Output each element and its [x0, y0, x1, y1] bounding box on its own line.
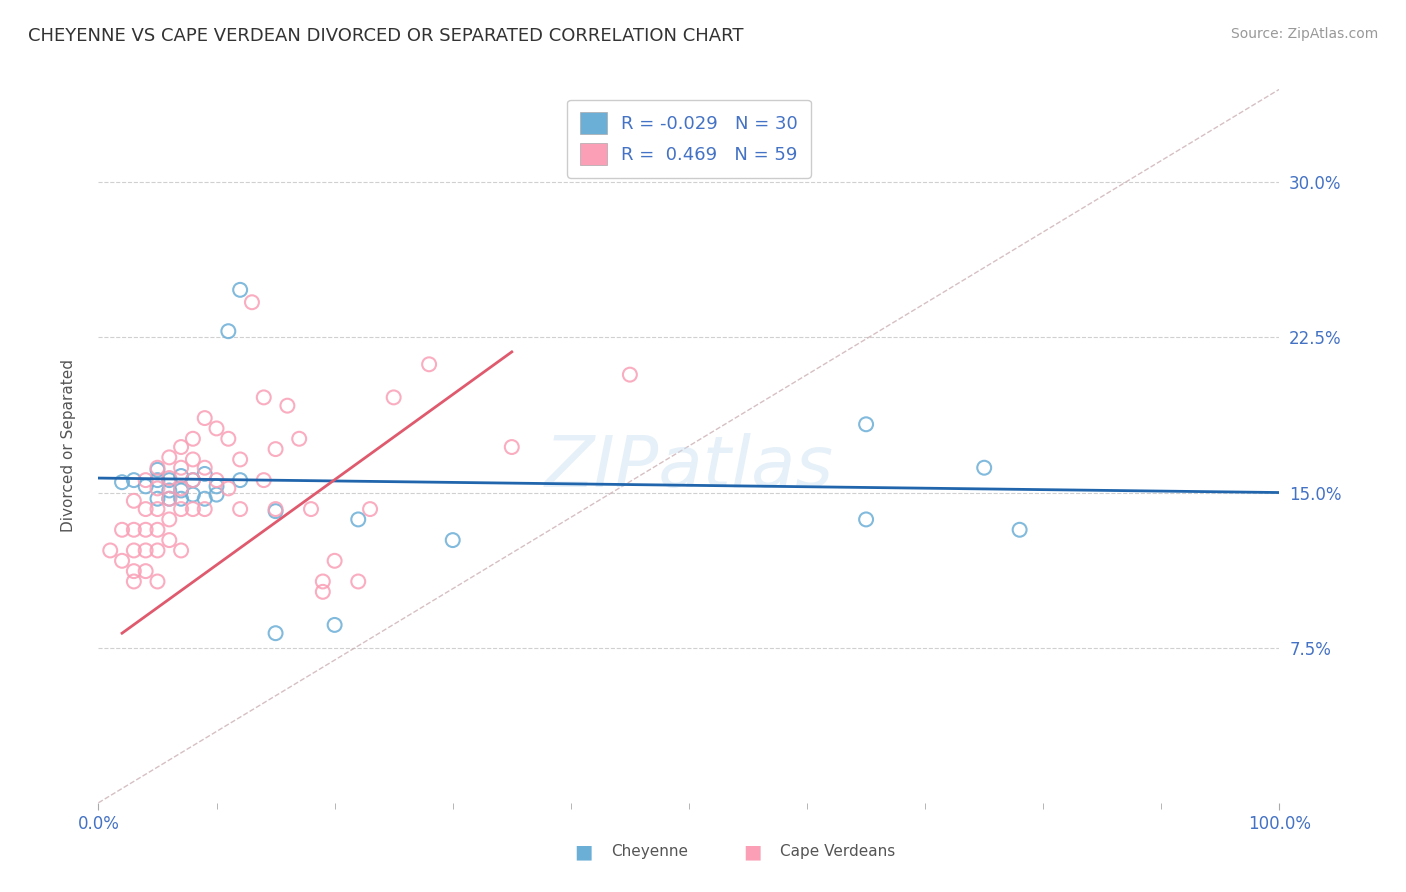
Text: ZIPatlas: ZIPatlas — [544, 433, 834, 502]
Point — [146, 523, 169, 537]
Point — [253, 473, 276, 487]
Point — [157, 512, 180, 526]
Point — [146, 543, 169, 558]
Point — [181, 432, 204, 446]
Legend: R = -0.029   N = 30, R =  0.469   N = 59: R = -0.029 N = 30, R = 0.469 N = 59 — [567, 100, 811, 178]
Point — [122, 473, 145, 487]
Point — [170, 440, 193, 454]
Point — [253, 391, 276, 405]
Text: ■: ■ — [574, 842, 593, 862]
Point — [122, 574, 145, 589]
Text: Cape Verdeans: Cape Verdeans — [780, 845, 896, 859]
Point — [205, 479, 228, 493]
Point — [205, 473, 228, 487]
Point — [229, 473, 252, 487]
Point — [619, 368, 641, 382]
Point — [347, 574, 370, 589]
Point — [122, 564, 145, 578]
Point — [170, 502, 193, 516]
Point — [205, 487, 228, 501]
Point — [288, 432, 311, 446]
Point — [194, 502, 217, 516]
Point — [229, 502, 252, 516]
Point — [347, 512, 370, 526]
Point — [157, 450, 180, 465]
Point — [194, 460, 217, 475]
Point — [181, 502, 204, 516]
Point — [146, 491, 169, 506]
Point — [122, 543, 145, 558]
Point — [146, 482, 169, 496]
Text: ■: ■ — [742, 842, 762, 862]
Text: Cheyenne: Cheyenne — [612, 845, 689, 859]
Point — [312, 574, 335, 589]
Point — [240, 295, 263, 310]
Point — [382, 391, 405, 405]
Point — [170, 469, 193, 483]
Point — [264, 502, 287, 516]
Point — [170, 482, 193, 496]
Point — [146, 502, 169, 516]
Y-axis label: Divorced or Separated: Divorced or Separated — [60, 359, 76, 533]
Point — [111, 523, 134, 537]
Point — [229, 283, 252, 297]
Point — [146, 463, 169, 477]
Text: CHEYENNE VS CAPE VERDEAN DIVORCED OR SEPARATED CORRELATION CHART: CHEYENNE VS CAPE VERDEAN DIVORCED OR SEP… — [28, 27, 744, 45]
Point — [122, 493, 145, 508]
Point — [264, 626, 287, 640]
Point — [217, 482, 239, 496]
Point — [181, 473, 204, 487]
Point — [194, 467, 217, 481]
Point — [157, 483, 180, 498]
Point — [194, 491, 217, 506]
Point — [157, 491, 180, 506]
Point — [135, 543, 157, 558]
Point — [135, 564, 157, 578]
Point — [359, 502, 381, 516]
Text: Source: ZipAtlas.com: Source: ZipAtlas.com — [1230, 27, 1378, 41]
Point — [111, 475, 134, 490]
Point — [323, 554, 346, 568]
Point — [855, 512, 877, 526]
Point — [312, 584, 335, 599]
Point — [122, 523, 145, 537]
Point — [323, 618, 346, 632]
Point — [264, 504, 287, 518]
Point — [855, 417, 877, 432]
Point — [276, 399, 298, 413]
Point — [98, 543, 121, 558]
Point — [1008, 523, 1031, 537]
Point — [264, 442, 287, 456]
Point — [146, 574, 169, 589]
Point — [157, 471, 180, 485]
Point — [135, 523, 157, 537]
Point — [299, 502, 322, 516]
Point — [170, 491, 193, 506]
Point — [146, 460, 169, 475]
Point — [181, 487, 204, 501]
Point — [217, 324, 239, 338]
Point — [501, 440, 523, 454]
Point — [181, 452, 204, 467]
Point — [217, 432, 239, 446]
Point — [146, 473, 169, 487]
Point — [157, 533, 180, 548]
Point — [111, 554, 134, 568]
Point — [194, 411, 217, 425]
Point — [973, 460, 995, 475]
Point — [170, 460, 193, 475]
Point — [229, 452, 252, 467]
Point — [418, 357, 440, 371]
Point — [135, 479, 157, 493]
Point — [135, 502, 157, 516]
Point — [170, 483, 193, 498]
Point — [135, 473, 157, 487]
Point — [157, 491, 180, 506]
Point — [205, 421, 228, 435]
Point — [170, 543, 193, 558]
Point — [441, 533, 464, 548]
Point — [181, 473, 204, 487]
Point — [157, 473, 180, 487]
